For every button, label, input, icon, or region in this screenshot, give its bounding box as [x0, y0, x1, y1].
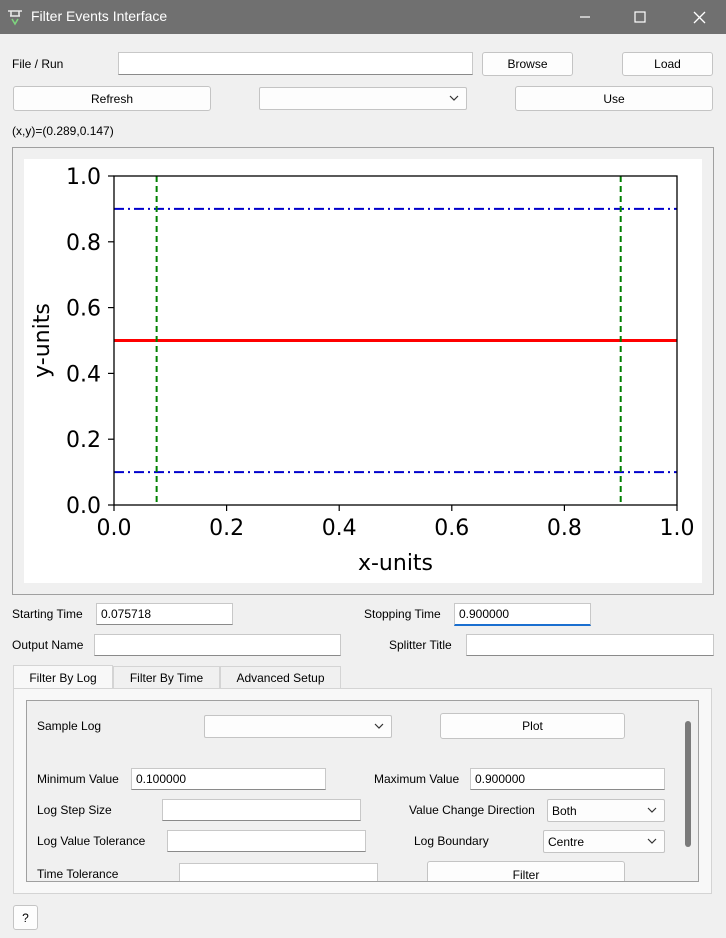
canvas-background: [24, 159, 702, 583]
log-tolerance-label: Log Value Tolerance: [37, 834, 146, 848]
sample-log-combo[interactable]: [204, 715, 392, 738]
log-boundary-label: Log Boundary: [414, 834, 489, 848]
direction-label: Value Change Direction: [409, 803, 535, 817]
log-boundary-combo[interactable]: Centre: [543, 830, 665, 853]
load-button[interactable]: Load: [622, 52, 713, 76]
y-tick-label: 0.8: [66, 231, 101, 256]
chevron-down-icon: [647, 838, 657, 844]
max-value-input[interactable]: 0.900000: [470, 768, 665, 790]
splitter-title-input[interactable]: [466, 634, 714, 656]
time-tolerance-input[interactable]: [179, 863, 378, 881]
max-value-label: Maximum Value: [374, 772, 460, 786]
refresh-button[interactable]: Refresh: [13, 86, 211, 111]
x-tick-label: 0.8: [547, 516, 582, 541]
y-tick-label: 0.4: [66, 362, 101, 387]
min-value-input[interactable]: 0.100000: [131, 768, 326, 790]
axes-frame: [113, 175, 678, 506]
maximize-button[interactable]: [617, 0, 663, 34]
scrollbar-thumb[interactable]: [685, 721, 691, 847]
chevron-down-icon: [374, 723, 384, 729]
x-tick-label: 0.6: [434, 516, 469, 541]
browse-button[interactable]: Browse: [482, 52, 573, 76]
close-icon: [693, 11, 705, 23]
x-tick-label: 0.4: [322, 516, 357, 541]
y-axis-label: y-units: [30, 303, 55, 378]
file-run-label: File / Run: [12, 57, 64, 71]
direction-combo[interactable]: Both: [547, 799, 665, 822]
minimize-button[interactable]: [562, 0, 608, 34]
splitter-title-label: Splitter Title: [389, 638, 452, 652]
start-time-label: Starting Time: [12, 607, 83, 621]
stop-time-input[interactable]: 0.900000: [454, 603, 591, 626]
min-value-label: Minimum Value: [37, 772, 119, 786]
chevron-down-icon: [647, 807, 657, 813]
tab-advanced-setup[interactable]: Advanced Setup: [220, 666, 341, 688]
workspace-combo[interactable]: [259, 87, 467, 110]
output-name-input[interactable]: [94, 634, 341, 656]
log-step-label: Log Step Size: [37, 803, 112, 817]
tab-filter-by-log[interactable]: Filter By Log: [13, 665, 113, 689]
log-boundary-value: Centre: [548, 834, 585, 849]
plot-canvas[interactable]: 0.0 0.2 0.4 0.6 0.8 1.0 0.0 0.2 0.4 0.6 0.8 1.0 x-…: [24, 159, 702, 583]
filter-button[interactable]: Filter: [427, 861, 625, 881]
output-name-label: Output Name: [12, 638, 84, 652]
help-button[interactable]: ?: [13, 905, 38, 930]
x-axis-label: x-units: [358, 551, 433, 576]
start-time-input[interactable]: 0.075718: [96, 603, 233, 625]
y-tick-label: 0.2: [66, 428, 101, 453]
window-title: Filter Events Interface: [31, 8, 168, 24]
partial-row: Time Tolerance Filter: [27, 860, 683, 881]
y-tick-label: 1.0: [66, 165, 101, 190]
time-tolerance-label: Time Tolerance: [37, 867, 119, 881]
maximize-icon: [634, 11, 646, 23]
sample-log-label: Sample Log: [37, 719, 102, 733]
y-tick-label: 0.6: [66, 297, 101, 322]
x-tick-label: 0.2: [209, 516, 244, 541]
close-button[interactable]: [676, 0, 722, 34]
coords-readout: (x,y)=(0.289,0.147): [12, 124, 114, 138]
plot-button[interactable]: Plot: [440, 713, 625, 739]
file-run-input[interactable]: [118, 52, 473, 75]
chevron-down-icon: [449, 95, 459, 101]
y-tick-label: 0.0: [66, 494, 101, 519]
stop-time-label: Stopping Time: [364, 607, 441, 621]
tab-filter-by-time[interactable]: Filter By Time: [113, 666, 220, 688]
x-tick-label: 1.0: [660, 516, 695, 541]
title-bar: Filter Events Interface: [0, 0, 726, 34]
x-tick-label: 0.0: [97, 516, 132, 541]
log-step-input[interactable]: [162, 799, 361, 821]
minimize-icon: [580, 16, 590, 18]
app-icon: [8, 10, 22, 26]
direction-value: Both: [552, 803, 577, 818]
log-tolerance-input[interactable]: [167, 830, 366, 852]
use-button[interactable]: Use: [515, 86, 713, 111]
